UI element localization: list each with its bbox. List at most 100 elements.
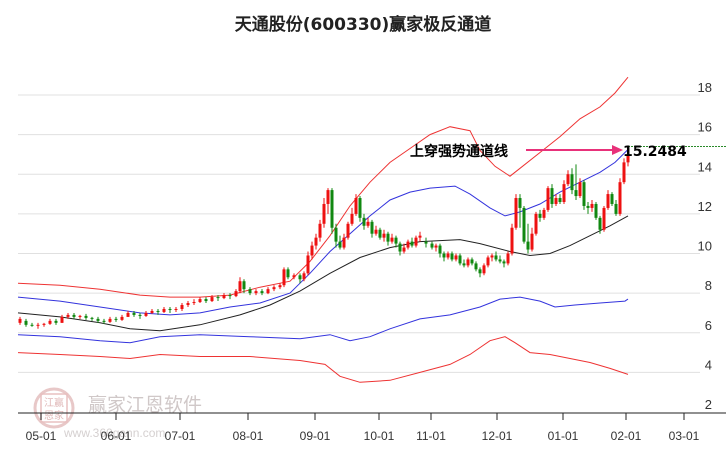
candle-body [438,245,442,254]
candle-body [538,213,542,218]
x-tick-label: 11-01 [416,429,446,443]
watermark-name: 赢家江恩软件 [88,394,202,416]
candle-body [518,198,522,208]
candle-body [546,188,550,210]
x-tick-label: 10-01 [364,429,395,443]
candle-body [486,257,490,266]
candle-body [18,318,22,323]
candle-body [292,275,296,278]
gridlines [18,94,700,373]
candle-body [102,320,106,322]
y-tick-label: 12 [698,199,712,214]
candle-body [614,203,618,214]
candle-body [446,253,450,258]
candle-body [78,315,82,317]
candle-body [424,241,428,244]
candle-body [254,291,258,294]
candle-body [174,308,178,310]
candle-body [586,205,590,208]
y-tick-label: 16 [698,120,712,135]
candle-body [96,318,100,321]
candle-body [618,182,622,214]
candle-body [186,303,190,306]
x-tick-label: 05-01 [26,429,57,443]
candle-body [450,253,454,260]
candle-body [162,308,166,312]
channel-lines [17,76,629,383]
candle-body [598,217,602,230]
candle-body [522,207,526,242]
candle-body [286,269,290,278]
candle-body [530,233,534,250]
candle-body [414,237,418,246]
candle-body [510,227,514,254]
candle-body [374,229,378,234]
candle-body [198,299,202,303]
candle-body [314,237,318,246]
candle-body [192,302,196,304]
candle-body [610,194,614,204]
candle-body [386,233,390,242]
chart-title: 天通股份(600330)赢家极反通道 [234,15,492,35]
annotation-label: 上穿强势通道线 [410,143,508,160]
y-tick-label: 6 [705,318,712,333]
candle-body [318,223,322,238]
candle-body [30,324,34,326]
candle-body [342,237,346,248]
candle-body [358,198,362,218]
candle-body [108,318,112,322]
x-tick-label: 12-01 [482,429,513,443]
candle-body [394,237,398,244]
candle-body [168,308,172,310]
candle-body [126,312,130,317]
candle-body [120,316,124,320]
candle-body [242,281,246,290]
candle-body [574,190,578,197]
x-tick-label: 08-01 [233,429,264,443]
candle-body [478,269,482,274]
candle-body [42,323,46,325]
candle-body [402,247,406,252]
candle-body [562,184,566,202]
candle-body [282,269,286,286]
candle-body [60,316,64,323]
y-axis: 2 4 6 8 10 12 14 16 18 [698,80,712,412]
x-tick-label: 02-01 [611,429,642,443]
candle-body [72,314,76,317]
candle-body [398,243,402,252]
candle-body [466,259,470,266]
candle-body [406,241,410,248]
candle-body [260,291,264,294]
candle-body [366,221,370,226]
candle-body [326,190,330,204]
candle-body [36,324,40,326]
candle-body [66,314,70,317]
candle-body [482,265,486,274]
candle-body [494,255,498,260]
line-inner_lower [17,296,629,344]
candle-body [234,291,238,297]
candle-body [362,217,366,226]
candle-body [138,314,142,316]
candle-body [442,253,446,258]
candle-body [222,295,226,299]
y-tick-label: 18 [698,80,712,95]
candle-body [334,227,338,242]
candle-body [84,315,88,318]
candle-body [490,255,494,258]
candle-body [48,320,52,324]
candle-body [470,259,474,264]
candle-body [330,190,334,228]
candle-body [114,318,118,320]
candle-body [228,295,232,297]
candle-body [474,263,478,270]
candle-body [590,203,594,208]
watermark-seal-bottom: 恩家 [44,409,64,422]
candle-body [622,162,626,183]
arrow-right-icon [612,145,623,155]
candle-body [346,223,350,238]
candle-body [144,312,148,316]
line-mid [17,215,629,332]
candle-body [354,198,358,214]
